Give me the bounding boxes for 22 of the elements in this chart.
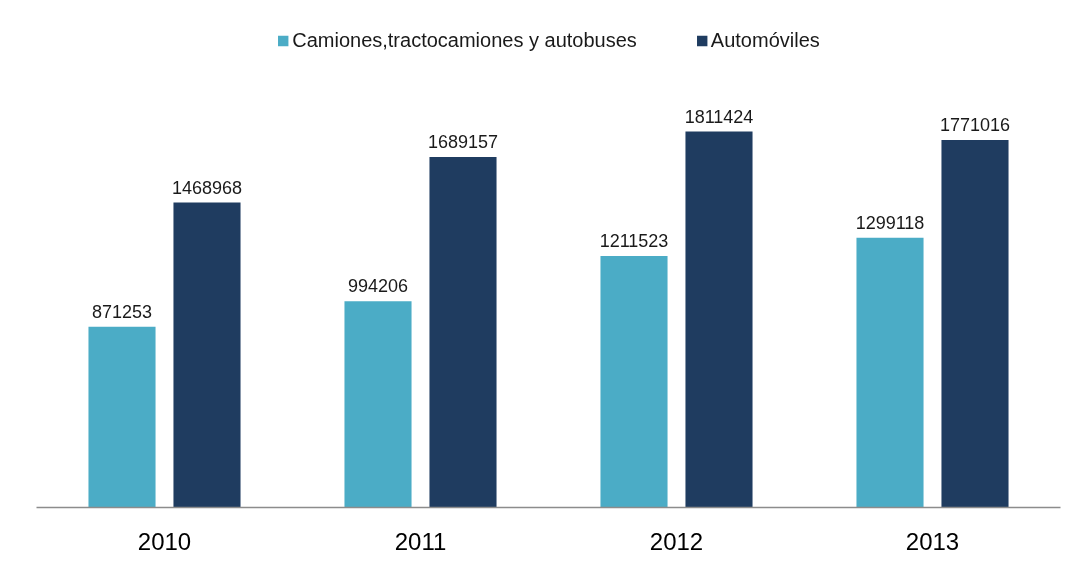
bar	[941, 139, 1009, 508]
x-tick-label: 2010	[137, 527, 192, 555]
data-label: 994206	[347, 276, 409, 297]
bar	[429, 156, 497, 508]
bar	[600, 256, 668, 508]
data-label: 1211523	[599, 231, 669, 252]
x-tick-label: 2011	[394, 527, 447, 555]
data-label: 1468968	[171, 177, 243, 198]
data-label: 1771016	[939, 114, 1011, 135]
bar	[88, 326, 156, 508]
bar	[685, 131, 753, 508]
bar	[344, 301, 412, 508]
data-label: 1811424	[684, 106, 754, 127]
bar	[856, 237, 924, 508]
data-label: 1689157	[427, 131, 499, 152]
x-tick-label: 2012	[649, 527, 704, 555]
legend-label: Camiones,tractocamiones y autobuses	[292, 29, 637, 52]
data-label: 1299118	[855, 212, 925, 233]
x-tick-label: 2013	[905, 527, 960, 555]
bar	[173, 202, 241, 508]
legend-label: Automóviles	[710, 29, 820, 52]
data-label: 871253	[91, 301, 153, 322]
